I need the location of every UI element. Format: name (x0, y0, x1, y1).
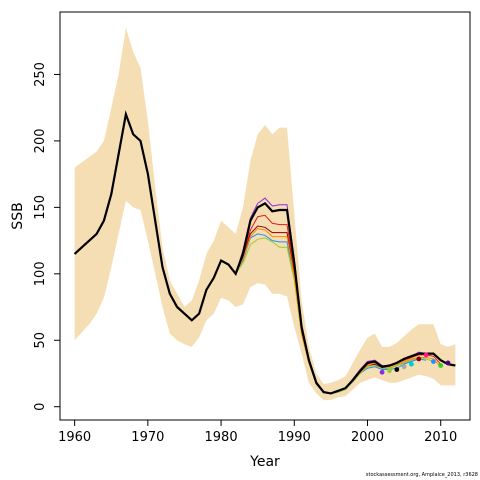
x-tick-label-3: 1990 (278, 430, 311, 445)
credit-text: stockassessment.org, Amplaice_2013, r362… (365, 472, 478, 478)
y-tick-label-0: 0 (33, 403, 48, 411)
endpoint-marker-2 (394, 367, 400, 372)
y-tick-label-5: 250 (33, 62, 48, 87)
x-tick-label-4: 2000 (351, 430, 384, 445)
series-line-0 (73, 110, 456, 395)
confidence-band (74, 27, 456, 401)
y-tick-label-4: 200 (33, 128, 48, 153)
x-tick-label-2: 1980 (205, 430, 238, 445)
endpoint-marker-6 (423, 352, 429, 358)
endpoint-marker-5 (416, 356, 422, 362)
endpoint-marker-8 (438, 363, 444, 368)
endpoint-marker-3 (401, 364, 407, 370)
endpoint-marker-9 (445, 360, 451, 366)
endpoint-marker-1 (387, 368, 392, 374)
x-tick-label-0: 1960 (58, 430, 91, 445)
endpoint-marker-4 (409, 361, 414, 367)
x-axis-label: Year (249, 454, 280, 470)
y-tick-label-2: 100 (33, 261, 48, 286)
y-axis-label: SSB (10, 202, 26, 229)
x-tick-label-5: 2010 (424, 430, 457, 445)
endpoint-marker-7 (431, 359, 436, 364)
y-tick-label-1: 50 (33, 332, 48, 349)
y-tick-label-3: 150 (33, 195, 48, 220)
endpoint-marker-0 (379, 369, 385, 375)
x-tick-label-1: 1970 (131, 430, 164, 445)
